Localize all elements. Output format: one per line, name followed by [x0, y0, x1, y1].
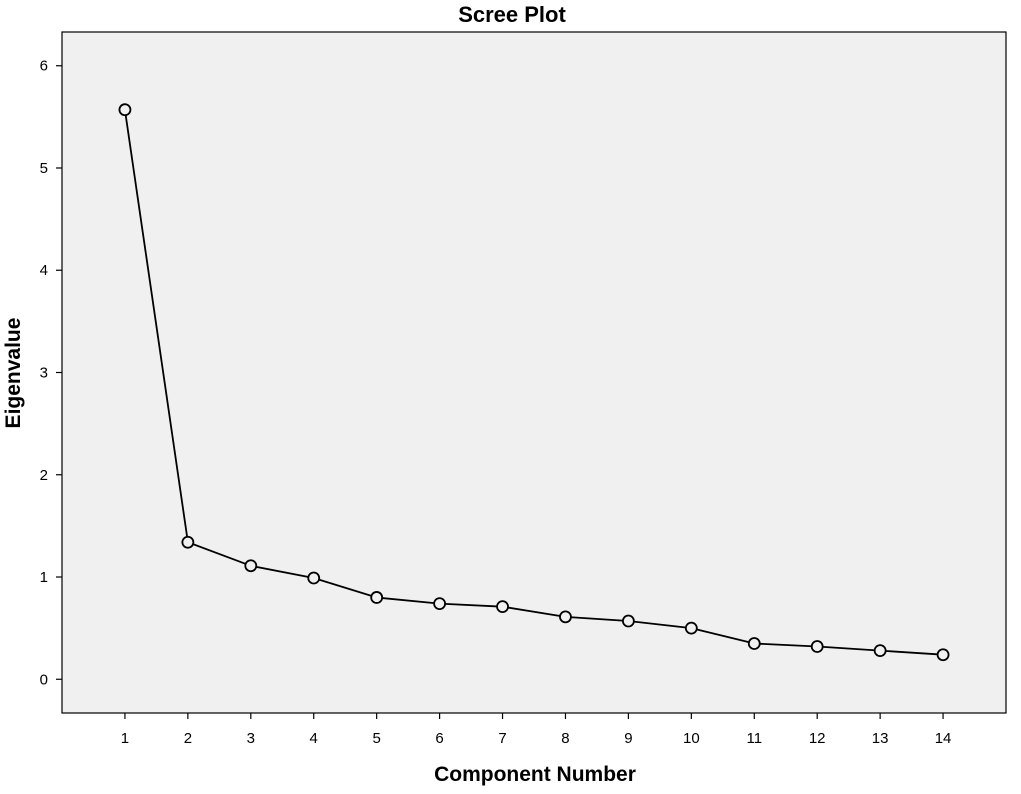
data-point-5	[370, 591, 384, 604]
x-tick-label: 9	[624, 730, 632, 747]
y-tick-label: 0	[40, 671, 48, 688]
chart-title: Scree Plot	[458, 2, 566, 27]
data-point-6	[433, 597, 447, 610]
x-axis-ticks: 1 2 3 4 5 6 7 8 9 10 11 12 13 14	[121, 713, 952, 747]
x-tick-label: 7	[498, 730, 506, 747]
data-point-11	[747, 637, 761, 650]
x-tick-label: 11	[746, 730, 762, 747]
x-tick-label: 6	[435, 730, 443, 747]
x-axis-label: Component Number	[434, 763, 636, 786]
plot-area	[61, 31, 1007, 714]
y-axis-ticks: 0 1 2 3 4 5 6	[40, 58, 62, 688]
data-point-2	[181, 535, 195, 549]
x-tick-label: 1	[121, 730, 129, 747]
data-point-14	[936, 648, 950, 662]
x-tick-label: 14	[935, 730, 952, 747]
data-point-7	[496, 600, 509, 614]
data-point-4	[307, 571, 321, 585]
y-tick-label: 3	[40, 365, 48, 382]
data-point-10	[684, 621, 698, 635]
x-tick-label: 4	[310, 730, 318, 747]
x-tick-label: 10	[683, 730, 700, 747]
data-point-13	[873, 644, 887, 658]
y-tick-label: 1	[40, 569, 48, 586]
x-tick-label: 12	[809, 730, 826, 747]
y-tick-label: 5	[40, 160, 48, 177]
y-axis-label: Eigenvalue	[2, 318, 25, 429]
x-tick-label: 5	[372, 730, 380, 747]
data-point-8	[559, 610, 572, 624]
series-line	[124, 109, 944, 656]
y-tick-label: 4	[40, 262, 48, 279]
y-tick-label: 6	[40, 58, 48, 75]
x-tick-label: 8	[561, 730, 569, 747]
y-tick-label: 2	[40, 467, 48, 484]
x-tick-label: 13	[872, 730, 889, 747]
x-tick-label: 3	[247, 730, 255, 747]
data-points	[118, 103, 950, 662]
data-point-1	[118, 103, 132, 117]
data-point-12	[810, 640, 824, 653]
x-tick-label: 2	[184, 730, 192, 747]
data-point-9	[622, 614, 635, 628]
data-point-3	[244, 559, 258, 573]
